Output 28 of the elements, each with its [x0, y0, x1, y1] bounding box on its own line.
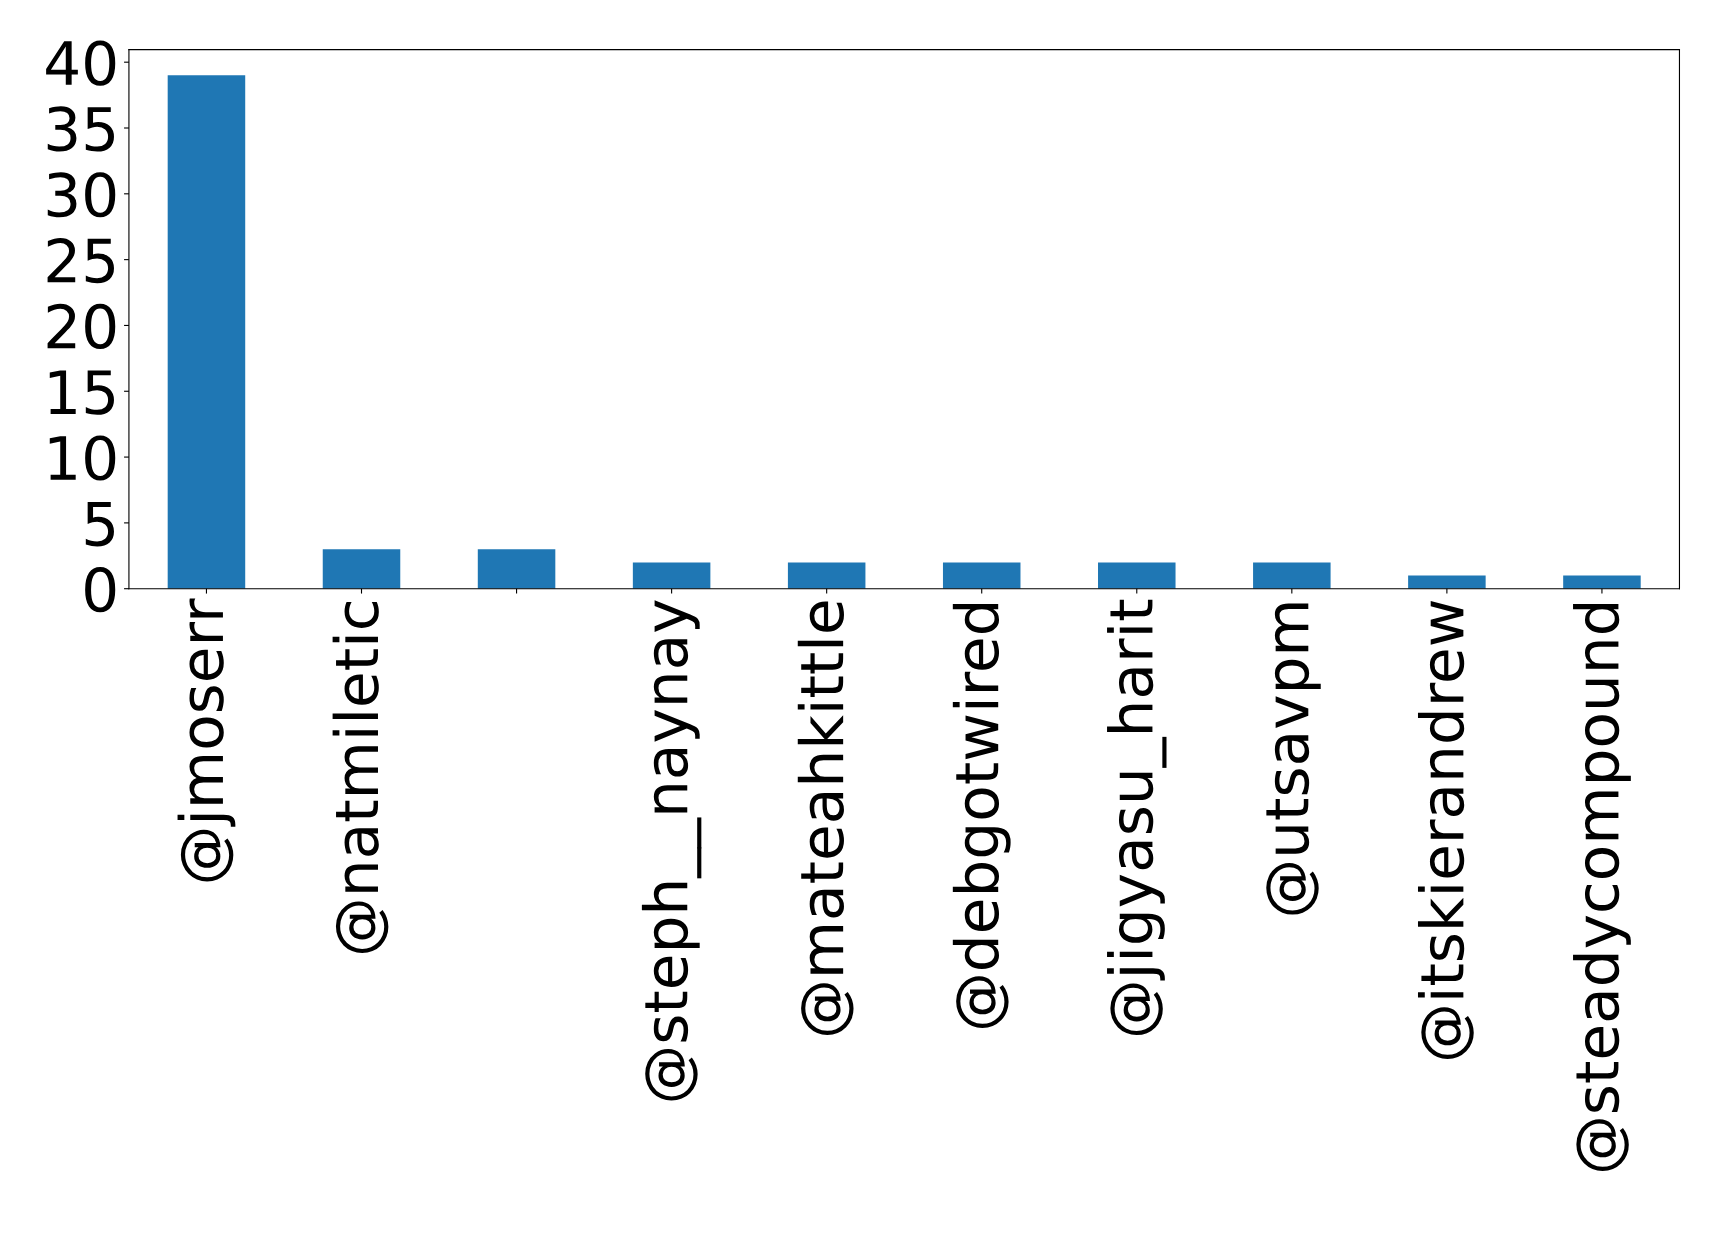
bar: [322, 549, 401, 589]
y-tick-label: 30: [47, 172, 116, 218]
bar: [1253, 562, 1331, 589]
bar: [1408, 575, 1486, 589]
bar: [632, 562, 711, 589]
y-tick-label: 20: [47, 303, 116, 349]
x-tick-label: @jmoserr: [177, 598, 236, 882]
x-tick-label: @debgotwired: [952, 603, 1011, 1028]
bar: [942, 562, 1021, 589]
x-tick-label: @steph__naynay: [641, 600, 702, 1101]
x-tick-label: @steadycompound: [1573, 603, 1631, 1171]
bar: [1098, 562, 1176, 589]
x-tick-label: @itskierandrew: [1417, 600, 1474, 1059]
y-tick-label: 0: [85, 567, 116, 613]
bar: [167, 75, 246, 589]
y-tick-label: 10: [49, 435, 116, 481]
y-tick-label: 25: [47, 238, 114, 284]
y-tick-label: 35: [47, 106, 114, 152]
x-tick-label: @jigyasu_harit: [1107, 599, 1167, 1036]
y-tick-label: 5: [85, 502, 114, 547]
x-tick-label: @natmiletic: [332, 602, 389, 954]
bar: [1563, 575, 1641, 589]
x-tick-label: @mateahkittle: [797, 601, 854, 1035]
bar: [477, 549, 556, 589]
y-tick-label: 40: [46, 40, 116, 86]
x-tick-label: @utsavpm: [1266, 603, 1321, 915]
bar: [787, 562, 866, 589]
y-tick-label: 15: [49, 370, 114, 415]
